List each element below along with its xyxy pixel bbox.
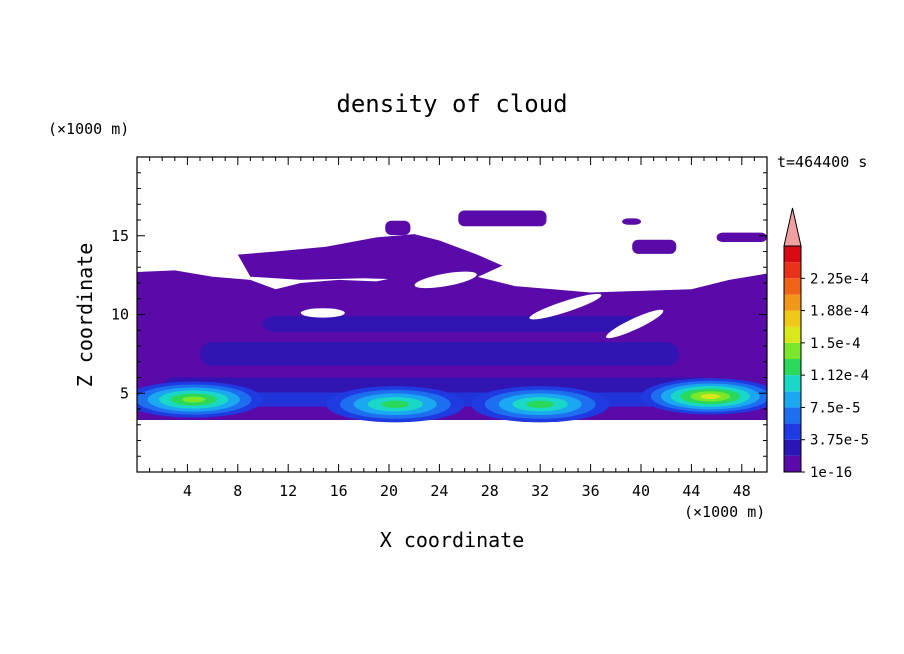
colorbar-segment <box>784 407 801 424</box>
x-tick-label: 36 <box>582 482 600 500</box>
high-cloud-patch <box>458 210 547 227</box>
colorbar-segment <box>784 310 801 327</box>
cloud-density-field <box>137 210 767 423</box>
x-tick-label: 32 <box>531 482 549 500</box>
y-axis-label: Z coordinate <box>73 243 97 388</box>
colorbar-segment <box>784 423 801 440</box>
colorbar-extend-arrow <box>783 207 802 247</box>
clear-air-gap <box>300 308 345 318</box>
colorbar-label: 2.25e-4 <box>810 271 869 287</box>
x-tick-label: 28 <box>481 482 499 500</box>
y-tick-label: 15 <box>111 227 129 245</box>
x-tick-label: 48 <box>733 482 751 500</box>
colorbar-segment <box>784 326 801 343</box>
high-cloud-patch <box>385 220 411 235</box>
colorbar-segment <box>784 342 801 359</box>
chart-title: density of cloud <box>336 90 567 118</box>
colorbar-segment <box>784 455 801 472</box>
x-axis-ticks: 4 8 12 16 20 24 28 32 36 40 44 48 <box>149 157 755 500</box>
colorbar-label: 1.88e-4 <box>810 304 869 320</box>
x-tick-label: 20 <box>380 482 398 500</box>
colorbar-segment <box>784 375 801 392</box>
high-cloud-patch <box>622 218 641 225</box>
x-axis-unit: (×1000 m) <box>684 503 765 521</box>
x-tick-label: 4 <box>183 482 192 500</box>
colorbar-segment <box>784 391 801 408</box>
convective-core <box>526 400 555 408</box>
y-axis-ticks: 5 10 15 <box>111 172 767 457</box>
colorbar-label: 1.12e-4 <box>810 368 869 384</box>
time-label: t=464400 s <box>777 153 867 171</box>
clear-air-gap <box>414 271 477 289</box>
x-tick-label: 44 <box>682 482 700 500</box>
x-tick-label: 24 <box>430 482 448 500</box>
colorbar-segment <box>784 294 801 311</box>
density-band <box>200 342 679 366</box>
colorbar-segment <box>784 262 801 279</box>
upper-cloud-deck <box>237 234 503 283</box>
y-tick-label: 10 <box>111 306 129 324</box>
density-band <box>263 316 641 332</box>
x-tick-label: 40 <box>632 482 650 500</box>
colorbar-segment <box>784 278 801 295</box>
x-axis-label: X coordinate <box>380 528 525 552</box>
clear-air-gap <box>529 293 602 320</box>
colorbar: 1e-16 3.75e-5 7.5e-5 1.12e-4 1.5e-4 1.88e-4 2.… <box>783 207 869 481</box>
high-cloud-patch <box>632 239 677 254</box>
colorbar-label: 1.5e-4 <box>810 336 861 352</box>
colorbar-label: 1e-16 <box>810 465 852 481</box>
y-tick-label: 5 <box>120 384 129 402</box>
convective-core <box>700 393 721 399</box>
colorbar-segment <box>784 246 801 263</box>
high-cloud-patch <box>716 232 767 243</box>
convective-core <box>381 400 410 408</box>
x-tick-label: 16 <box>330 482 348 500</box>
colorbar-frame <box>783 245 802 473</box>
clear-air-gap <box>606 309 664 339</box>
convective-core <box>182 396 206 403</box>
colorbar-segment <box>784 439 801 456</box>
colorbar-segment <box>784 359 801 376</box>
colorbar-label: 7.5e-5 <box>810 400 861 416</box>
x-tick-label: 8 <box>233 482 242 500</box>
colorbar-label: 3.75e-5 <box>810 433 869 449</box>
y-axis-unit: (×1000 m) <box>48 120 129 138</box>
x-tick-label: 12 <box>279 482 297 500</box>
